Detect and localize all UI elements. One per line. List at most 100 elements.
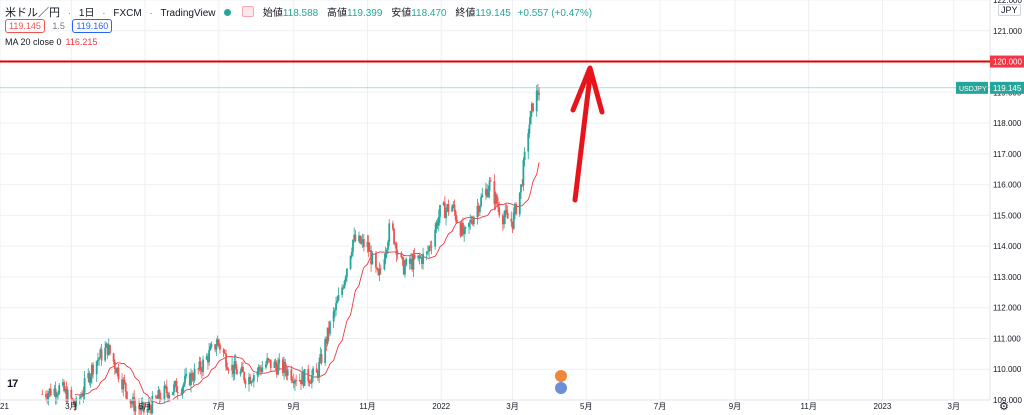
candle-body <box>117 367 120 380</box>
candle-body <box>319 354 322 363</box>
candle-body <box>300 380 302 385</box>
candle-body <box>503 217 505 225</box>
candle-body <box>89 376 92 383</box>
candle-body <box>284 361 287 371</box>
sell-button[interactable]: 119.145 <box>5 19 45 33</box>
candle-body <box>480 197 482 207</box>
candle-body <box>317 372 319 378</box>
candle-body <box>269 359 272 368</box>
candle-body <box>404 265 406 275</box>
candle-body <box>535 90 538 112</box>
close-label: 終値 <box>455 8 476 19</box>
candle-body <box>439 205 441 217</box>
candle-body <box>278 359 281 364</box>
interval-label[interactable]: 1日 <box>78 8 95 19</box>
candle-body <box>207 356 209 363</box>
candle-body <box>481 195 484 198</box>
candle-body <box>217 339 220 345</box>
candle-body <box>107 344 110 355</box>
candle-body <box>113 361 116 369</box>
candle-body <box>460 222 463 236</box>
candle-body <box>378 268 381 275</box>
candle-body <box>266 358 269 365</box>
candle-body <box>478 206 481 213</box>
candle-body <box>252 375 255 382</box>
flag-event-icon[interactable] <box>555 382 567 394</box>
gear-icon[interactable]: ⚙ <box>999 401 1009 413</box>
currency-selector[interactable]: JPY <box>998 4 1021 16</box>
candle-body <box>265 364 267 368</box>
candle-body <box>301 371 304 385</box>
candle-body <box>486 188 489 197</box>
candle-body <box>515 204 518 215</box>
candle-body <box>489 180 492 182</box>
candle-body <box>138 405 140 409</box>
candle-body <box>209 346 212 351</box>
candle-body <box>147 404 150 409</box>
symbol-tag-label: USDJPY <box>959 86 987 93</box>
candle-body <box>104 347 107 361</box>
x-tick-label: 9月 <box>288 402 300 411</box>
candle-body <box>510 218 513 222</box>
candle-body <box>522 160 525 186</box>
candle-body <box>410 258 412 264</box>
candle-body <box>538 93 541 95</box>
candle-body <box>150 407 152 414</box>
candle-body <box>70 389 73 399</box>
y-tick-label: 117.000 <box>993 150 1022 159</box>
candle-body <box>244 380 247 385</box>
candle-body <box>318 362 321 378</box>
candle-body <box>453 204 456 212</box>
candle-body <box>155 396 157 398</box>
candle-body <box>437 216 440 226</box>
candle-body <box>173 384 175 392</box>
candle-body <box>419 257 422 259</box>
candle-body <box>87 373 90 379</box>
candle-body <box>436 221 439 226</box>
candle-body <box>349 255 352 269</box>
candle-body <box>197 368 200 370</box>
candle-body <box>130 403 133 405</box>
open-value: 118.588 <box>282 8 319 19</box>
y-tick-label: 118.000 <box>993 119 1022 128</box>
event-marker-icon[interactable] <box>555 370 567 382</box>
candle-body <box>258 366 261 370</box>
x-tick-label: 2021 <box>0 402 9 411</box>
candle-body <box>529 111 532 125</box>
candle-body <box>308 381 311 384</box>
change-value: +0.557 (+0.47%) <box>517 8 593 19</box>
candle-body <box>443 202 446 219</box>
candle-body <box>391 223 394 229</box>
y-tick-label: 111.000 <box>993 334 1021 343</box>
candle-body <box>208 350 211 363</box>
candle-body <box>243 372 246 381</box>
y-tick-label: 109.000 <box>993 396 1022 405</box>
candle-body <box>370 250 372 265</box>
candle-body <box>216 339 219 346</box>
candle-body <box>445 209 447 219</box>
arrow-head <box>570 65 605 115</box>
tradingview-logo-icon: 17 <box>7 378 18 390</box>
x-tick-label: 7月 <box>213 402 225 411</box>
candle-body <box>362 239 365 248</box>
candle-body <box>198 361 201 369</box>
candle-body <box>240 366 243 372</box>
open-label: 始値 <box>262 8 283 19</box>
candle-body <box>335 303 337 311</box>
candle-body <box>396 252 399 255</box>
candle-body <box>446 204 449 210</box>
candle-body <box>210 344 213 347</box>
candle-body <box>156 397 159 399</box>
symbol-name[interactable]: 米ドル／円 <box>5 7 60 19</box>
candle-body <box>401 257 404 260</box>
candle-body <box>337 294 340 301</box>
x-tick-label: 5月 <box>139 402 151 411</box>
candle-body <box>227 369 230 371</box>
indicator-legend[interactable]: MA 20 close 0 116.215 <box>5 37 97 47</box>
buy-button[interactable]: 119.160 <box>72 19 113 33</box>
candle-body <box>261 367 264 373</box>
candle-body <box>165 386 168 394</box>
candle-body <box>494 194 497 204</box>
candle-body <box>384 252 387 260</box>
